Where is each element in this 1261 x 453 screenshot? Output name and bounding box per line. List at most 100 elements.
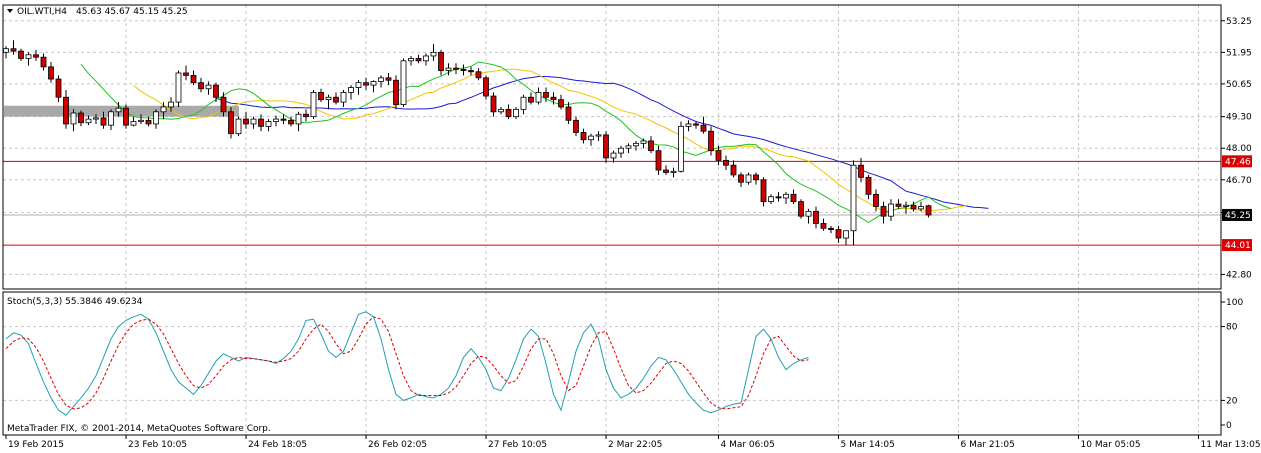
candle-bear [198, 82, 204, 90]
price-grid [3, 5, 1221, 289]
candle-bear [565, 106, 572, 121]
candle-bull [805, 210, 812, 217]
candle-bear [385, 77, 392, 81]
stoch-tick-label: 100 [1226, 298, 1243, 308]
candle-bear [505, 108, 512, 118]
candle-bear [190, 74, 197, 84]
candle-bear [475, 71, 482, 79]
stoch-panel-frame [2, 291, 1222, 436]
candle-bull [355, 82, 362, 88]
candle-bear [700, 124, 707, 132]
candle-bull [408, 58, 414, 62]
candle-bull [610, 152, 617, 159]
candle-bear [693, 123, 699, 126]
candle-bear [243, 118, 249, 125]
level-label-box [1222, 239, 1252, 252]
candle-bull [520, 96, 527, 110]
time-tick-label: 23 Feb 10:05 [128, 440, 187, 450]
candle-bull [160, 106, 167, 113]
price-tick-label: 51.95 [1226, 48, 1252, 58]
time-tick-label: 24 Feb 18:05 [248, 440, 307, 450]
time-tick-label: 10 Mar 05:05 [1081, 440, 1141, 450]
candle-bear [663, 169, 669, 173]
current-price-box [1222, 208, 1252, 221]
price-tick-label: 49.30 [1226, 113, 1252, 123]
candle-bear [393, 79, 399, 105]
candle-bear [858, 164, 864, 178]
candle-bull [265, 121, 272, 127]
candle-bear [453, 67, 459, 70]
stoch-main-line [5, 311, 809, 416]
candle-bull [595, 134, 602, 137]
time-axis-labels: 19 Feb 2015 23 Feb 10:05 24 Feb 18:05 26 Fe… [5, 435, 1261, 450]
time-tick-label: 19 Feb 2015 [8, 440, 64, 450]
ohlc-label: 45.63 45.67 45.15 45.25 [76, 7, 188, 17]
candle-bull [295, 113, 302, 125]
candle-bull [340, 91, 347, 103]
candle-bull [423, 55, 429, 62]
time-tick-label: 5 Mar 14:05 [841, 440, 895, 450]
price-tick-label: 50.65 [1226, 80, 1252, 90]
candle-bull [168, 101, 174, 108]
candle-bull [745, 174, 752, 183]
candle-bear [790, 193, 797, 203]
candle-bull [310, 91, 317, 118]
candle-bear [925, 205, 932, 216]
price-axis-labels: 53.2551.9550.6549.3048.0046.7045.3542.80… [1221, 17, 1252, 280]
candle-bear [468, 70, 474, 73]
time-tick-label: 6 Mar 21:05 [961, 440, 1015, 450]
candle-bear [490, 95, 497, 113]
candle-bear [123, 107, 129, 126]
candle-bear [828, 227, 834, 230]
candle-bull [903, 204, 909, 207]
candle-bear [910, 204, 917, 210]
candle-bull [670, 170, 677, 173]
support-zone-band [4, 105, 239, 117]
indicator-label: Stoch(5,3,3) 55.3846 49.6234 [7, 297, 143, 307]
support-zone [4, 105, 239, 117]
stoch-tick-label: 0 [1226, 421, 1232, 431]
candle-bear [865, 176, 872, 195]
candle-bull [535, 91, 542, 103]
candle-bull [633, 142, 639, 147]
ma-slow-line [215, 76, 989, 209]
stoch-tick-label: 80 [1226, 323, 1238, 333]
candle-bear [723, 159, 729, 166]
candle-bull [378, 77, 384, 82]
candle-bull [108, 111, 114, 126]
candle-bull [400, 60, 407, 105]
candle-bull [138, 119, 144, 122]
candle-bear [550, 96, 557, 101]
candle-bear [228, 111, 234, 135]
stochastic-lines [5, 311, 809, 416]
level-label: 44.01 [1225, 241, 1251, 251]
candle-bull [888, 203, 894, 217]
candle-bear [580, 132, 587, 141]
stoch-grid [3, 292, 1221, 435]
candle-bear [760, 179, 767, 203]
candle-bull [325, 96, 332, 101]
candles [3, 40, 932, 246]
candle-bear [603, 134, 609, 159]
candle-bull [130, 121, 137, 126]
candle-bull [115, 107, 122, 113]
candle-bull [783, 193, 789, 199]
candle-bear [415, 58, 422, 62]
level-label: 47.46 [1225, 157, 1251, 167]
candle-bear [63, 96, 69, 125]
ma-mid-line [133, 68, 967, 213]
current-price-label: 45.25 [1225, 211, 1251, 221]
candle-bull [430, 51, 437, 57]
chevron-down-icon[interactable] [7, 9, 13, 13]
candle-bear [895, 203, 902, 207]
candle-bear [573, 119, 579, 133]
candle-bear [33, 54, 39, 58]
candle-bear [483, 77, 489, 97]
horizontal-levels [3, 160, 1221, 246]
stoch-tick-label: 20 [1226, 396, 1238, 406]
candle-bull [850, 164, 857, 232]
candle-bear [715, 150, 722, 161]
candle-bear [363, 82, 369, 86]
price-tick-label: 53.25 [1226, 17, 1252, 27]
